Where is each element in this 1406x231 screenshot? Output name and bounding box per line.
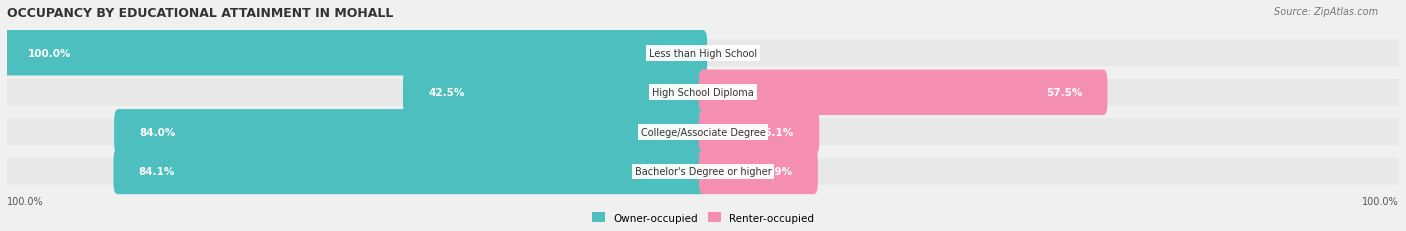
Text: Source: ZipAtlas.com: Source: ZipAtlas.com xyxy=(1274,7,1378,17)
Text: 100.0%: 100.0% xyxy=(28,49,72,58)
FancyBboxPatch shape xyxy=(699,149,818,194)
Text: OCCUPANCY BY EDUCATIONAL ATTAINMENT IN MOHALL: OCCUPANCY BY EDUCATIONAL ATTAINMENT IN M… xyxy=(7,7,394,20)
FancyBboxPatch shape xyxy=(7,40,1399,67)
Text: 84.0%: 84.0% xyxy=(139,127,176,137)
Text: 16.1%: 16.1% xyxy=(758,127,794,137)
Text: Less than High School: Less than High School xyxy=(650,49,756,58)
Text: 42.5%: 42.5% xyxy=(427,88,464,98)
FancyBboxPatch shape xyxy=(114,110,707,155)
FancyBboxPatch shape xyxy=(7,119,1399,146)
FancyBboxPatch shape xyxy=(699,70,1108,116)
Text: Bachelor's Degree or higher: Bachelor's Degree or higher xyxy=(634,167,772,177)
FancyBboxPatch shape xyxy=(7,80,1399,106)
Text: 100.0%: 100.0% xyxy=(1362,196,1399,206)
Text: College/Associate Degree: College/Associate Degree xyxy=(641,127,765,137)
Text: 57.5%: 57.5% xyxy=(1046,88,1083,98)
FancyBboxPatch shape xyxy=(699,110,820,155)
Text: 100.0%: 100.0% xyxy=(7,196,44,206)
Text: 84.1%: 84.1% xyxy=(139,167,174,177)
FancyBboxPatch shape xyxy=(3,31,707,76)
Text: 15.9%: 15.9% xyxy=(756,167,793,177)
Text: 0.0%: 0.0% xyxy=(717,49,747,58)
FancyBboxPatch shape xyxy=(404,70,707,116)
Legend: Owner-occupied, Renter-occupied: Owner-occupied, Renter-occupied xyxy=(592,212,814,222)
Text: High School Diploma: High School Diploma xyxy=(652,88,754,98)
FancyBboxPatch shape xyxy=(114,149,707,194)
FancyBboxPatch shape xyxy=(7,158,1399,185)
